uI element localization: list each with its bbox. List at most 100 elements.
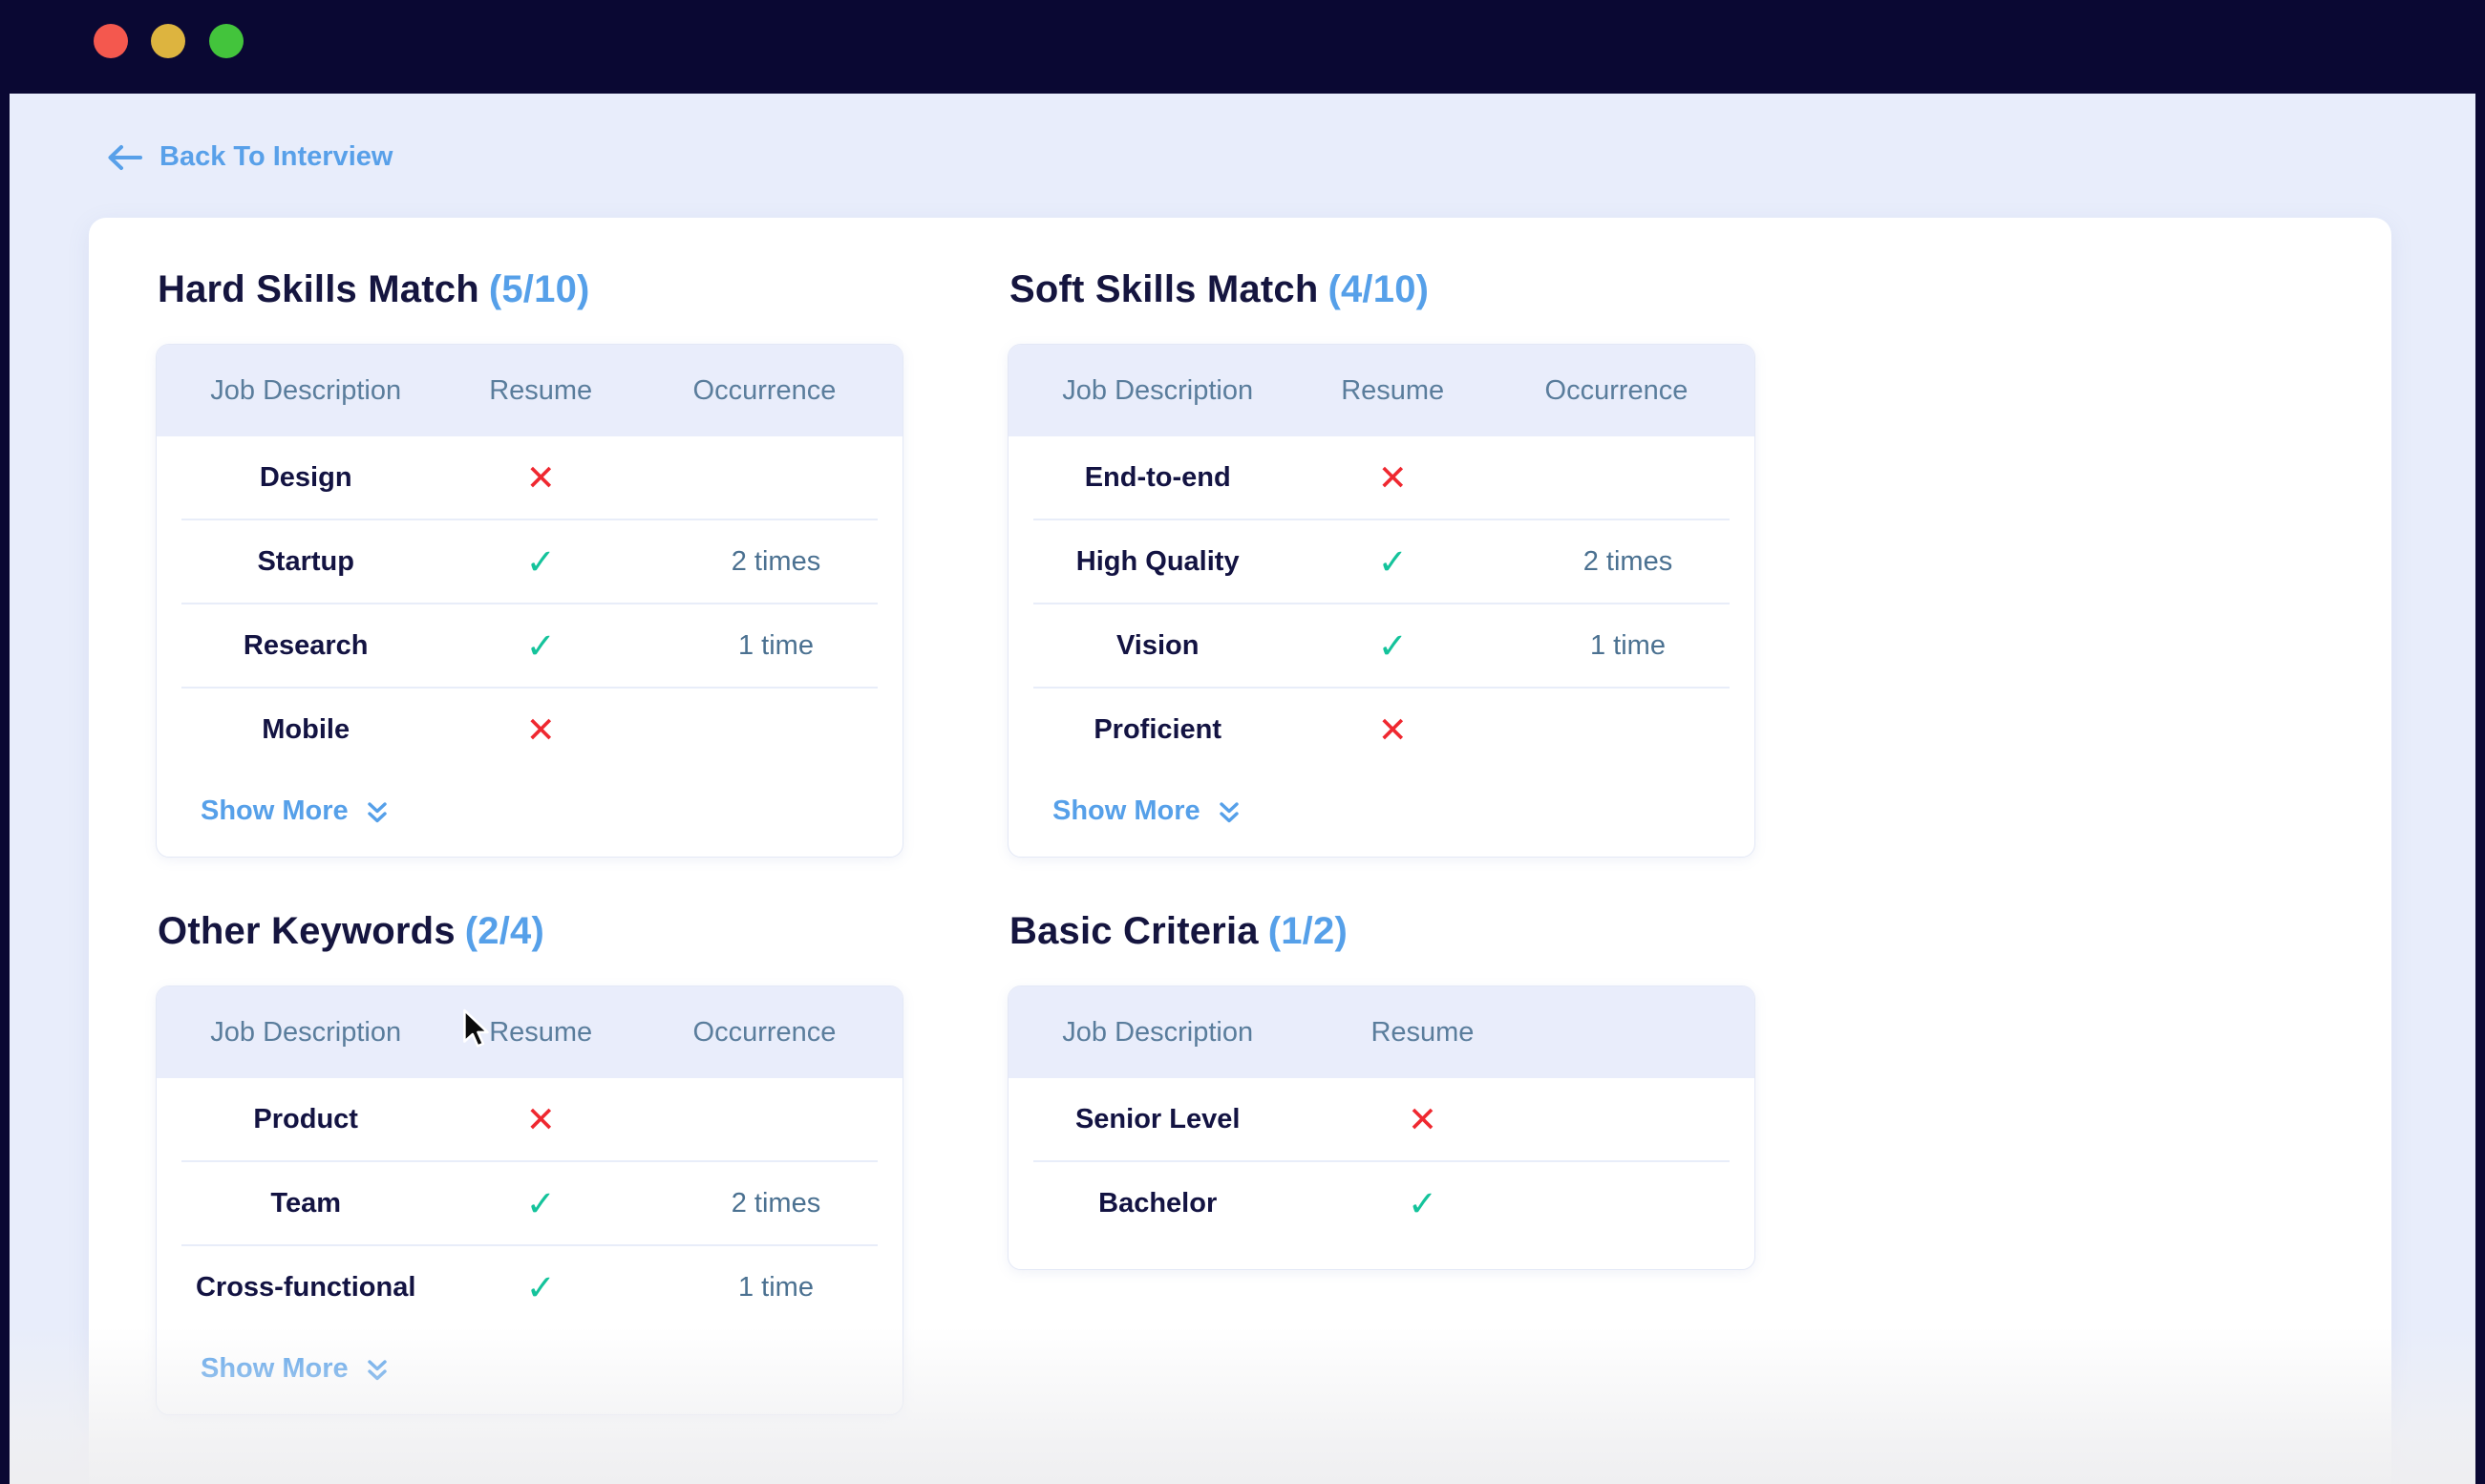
minimize-button[interactable] (151, 24, 185, 58)
column-header: Resume (489, 374, 593, 406)
arrow-left-icon (108, 144, 142, 170)
check-icon: ✓ (525, 1183, 556, 1223)
row-divider (181, 1244, 878, 1246)
results-grid: Hard Skills Match (5/10) Job Description … (89, 218, 2391, 1415)
close-button[interactable] (94, 24, 128, 58)
table-row: Mobile ✕ (157, 689, 903, 771)
section-score: (4/10) (1327, 268, 1430, 310)
soft-skills-table: Job Description Resume Occurrence End-to… (1008, 344, 1755, 858)
check-icon: ✓ (525, 625, 556, 666)
table-row: End-to-end ✕ (1009, 436, 1754, 519)
column-header: Occurrence (692, 374, 837, 406)
row-divider (181, 1160, 878, 1162)
table-row: High Quality ✓ 2 times (1009, 520, 1754, 603)
chevrons-down-icon (1219, 802, 1239, 823)
table-header-row: Job Description Resume (1009, 986, 1754, 1078)
keyword-cell: Team (270, 1187, 341, 1219)
keyword-cell: Product (253, 1103, 358, 1134)
show-more-button[interactable]: Show More (157, 771, 392, 857)
cross-icon: ✕ (525, 1099, 556, 1139)
check-icon: ✓ (1407, 1183, 1437, 1223)
section-title: Soft Skills Match (4/10) (1009, 265, 1755, 313)
table-row: Cross-functional ✓ 1 time (157, 1246, 903, 1328)
occurrence-cell: 2 times (1582, 545, 1673, 577)
cross-icon: ✕ (1407, 1099, 1437, 1139)
table-row: Startup ✓ 2 times (157, 520, 903, 603)
window-titlebar (0, 0, 2485, 94)
check-icon: ✓ (1377, 625, 1408, 666)
check-icon: ✓ (525, 1267, 556, 1307)
check-icon: ✓ (525, 541, 556, 582)
occurrence-cell: 1 time (738, 629, 814, 661)
basic-criteria-table: Job Description Resume Senior Level ✕ Ba… (1008, 986, 1755, 1270)
cross-icon: ✕ (1377, 710, 1408, 750)
section-soft-skills: Soft Skills Match (4/10) Job Description … (1008, 265, 1755, 858)
table-row: Proficient ✕ (1009, 689, 1754, 771)
row-divider (1033, 1160, 1730, 1162)
show-more-label: Show More (1052, 795, 1200, 826)
section-score: (1/2) (1267, 910, 1348, 952)
results-card: Hard Skills Match (5/10) Job Description … (89, 218, 2391, 1484)
section-title-text: Soft Skills Match (1009, 268, 1319, 310)
column-header: Resume (1341, 374, 1445, 406)
section-basic-criteria: Basic Criteria (1/2) Job Description Resu… (1008, 907, 1755, 1270)
section-hard-skills: Hard Skills Match (5/10) Job Description … (156, 265, 903, 858)
chevrons-down-icon (367, 802, 387, 823)
section-title-text: Basic Criteria (1009, 910, 1259, 952)
table-header-row: Job Description Resume Occurrence (157, 345, 903, 436)
section-title: Basic Criteria (1/2) (1009, 907, 1755, 955)
table-row: Senior Level ✕ (1009, 1078, 1754, 1160)
page-background: Back To Interview Hard Skills Match (5/10… (10, 94, 2475, 1484)
section-score: (5/10) (488, 268, 590, 310)
occurrence-cell: 1 time (1590, 629, 1666, 661)
column-header: Occurrence (1544, 374, 1689, 406)
row-divider (181, 519, 878, 520)
other-keywords-table: Job Description Resume Occurrence Produc… (156, 986, 903, 1415)
keyword-cell: High Quality (1075, 545, 1240, 577)
table-row: Design ✕ (157, 436, 903, 519)
hard-skills-table: Job Description Resume Occurrence Design… (156, 344, 903, 858)
show-more-label: Show More (201, 1352, 349, 1384)
table-header-row: Job Description Resume Occurrence (157, 986, 903, 1078)
section-title-text: Other Keywords (158, 910, 456, 952)
keyword-cell: End-to-end (1084, 461, 1231, 493)
table-row: Product ✕ (157, 1078, 903, 1160)
row-divider (1033, 519, 1730, 520)
section-score: (2/4) (464, 910, 545, 952)
section-title-text: Hard Skills Match (158, 268, 479, 310)
column-header: Occurrence (692, 1016, 837, 1048)
keyword-cell: Cross-functional (195, 1271, 416, 1303)
show-more-button[interactable]: Show More (1009, 771, 1243, 857)
table-row: Team ✓ 2 times (157, 1162, 903, 1244)
keyword-cell: Senior Level (1074, 1103, 1241, 1134)
table-header-row: Job Description Resume Occurrence (1009, 345, 1754, 436)
table-row: Research ✓ 1 time (157, 604, 903, 687)
keyword-cell: Design (259, 461, 352, 493)
keyword-cell: Bachelor (1098, 1187, 1218, 1219)
row-divider (181, 687, 878, 689)
chevrons-down-icon (367, 1360, 387, 1381)
table-row: Bachelor ✓ (1009, 1162, 1754, 1244)
column-header: Job Description (210, 374, 402, 406)
column-header: Resume (489, 1016, 593, 1048)
show-more-label: Show More (201, 795, 349, 826)
section-other-keywords: Other Keywords (2/4) Job Description Resu… (156, 907, 903, 1415)
occurrence-cell: 2 times (731, 545, 821, 577)
keyword-cell: Proficient (1094, 713, 1222, 745)
row-divider (1033, 687, 1730, 689)
keyword-cell: Startup (257, 545, 354, 577)
back-link-label: Back To Interview (159, 141, 393, 172)
column-header: Resume (1370, 1016, 1475, 1048)
section-title: Other Keywords (2/4) (158, 907, 903, 955)
occurrence-cell: 2 times (731, 1187, 821, 1219)
keyword-cell: Mobile (262, 713, 350, 745)
row-divider (1033, 603, 1730, 604)
occurrence-cell: 1 time (738, 1271, 814, 1303)
zoom-button[interactable] (209, 24, 244, 58)
show-more-button[interactable]: Show More (157, 1328, 392, 1414)
column-header: Job Description (210, 1016, 402, 1048)
column-header: Job Description (1062, 374, 1254, 406)
back-to-interview-link[interactable]: Back To Interview (106, 141, 393, 173)
cross-icon: ✕ (525, 457, 556, 498)
cross-icon: ✕ (1377, 457, 1408, 498)
